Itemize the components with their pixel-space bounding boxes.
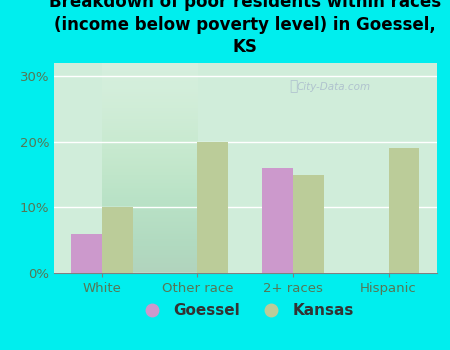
Legend: Goessel, Kansas: Goessel, Kansas [131, 297, 360, 324]
Text: ⦾: ⦾ [289, 79, 297, 93]
Bar [72, 234, 102, 273]
Bar [388, 148, 419, 273]
Bar [102, 207, 133, 273]
Title: Breakdown of poor residents within races
(income below poverty level) in Goessel: Breakdown of poor residents within races… [49, 0, 441, 56]
Bar [262, 168, 293, 273]
Text: City-Data.com: City-Data.com [296, 82, 370, 92]
Bar [198, 142, 228, 273]
Bar [293, 175, 324, 273]
